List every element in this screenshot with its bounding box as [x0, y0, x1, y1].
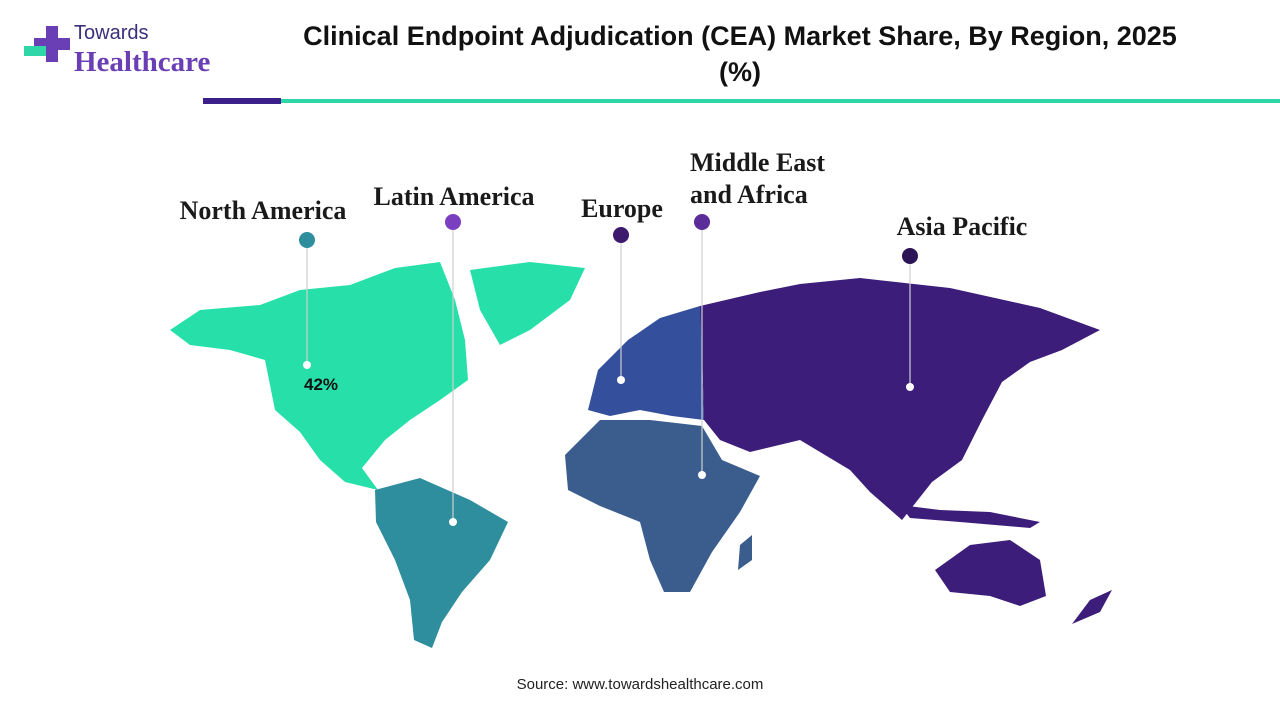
source: Source: www.towardshealthcare.com	[516, 676, 764, 693]
region-label: North America	[179, 196, 347, 225]
logo-icon	[24, 26, 70, 62]
europe	[588, 306, 712, 420]
greenland	[470, 262, 585, 345]
south-america	[375, 478, 508, 648]
region-label: Asia Pacific	[896, 212, 1028, 241]
pin-end	[698, 471, 706, 479]
asia	[700, 278, 1100, 520]
region-dot	[694, 214, 710, 230]
region-label: Europe	[581, 194, 663, 223]
region-dot	[299, 232, 315, 248]
region-dot	[613, 227, 629, 243]
pin-end	[617, 376, 625, 384]
indonesia	[900, 505, 1040, 528]
africa	[565, 420, 760, 592]
logo-text: Towards	[74, 22, 149, 44]
region-label: Middle East and Africa	[690, 148, 826, 209]
logo-text: Healthcare	[74, 46, 211, 78]
region-dot	[902, 248, 918, 264]
madagascar	[738, 535, 752, 570]
australia	[935, 540, 1046, 606]
header-rule	[281, 99, 1280, 103]
share-label: 42%	[303, 375, 339, 394]
header-accent	[203, 98, 281, 104]
region-label: Latin America	[373, 182, 535, 211]
title: Clinical Endpoint Adjudication (CEA) Mar…	[303, 21, 1177, 87]
pin-end	[906, 383, 914, 391]
pin-end	[449, 518, 457, 526]
new-zealand	[1072, 590, 1112, 624]
region-dot	[445, 214, 461, 230]
north-america	[170, 262, 468, 490]
pin-end	[303, 361, 311, 369]
